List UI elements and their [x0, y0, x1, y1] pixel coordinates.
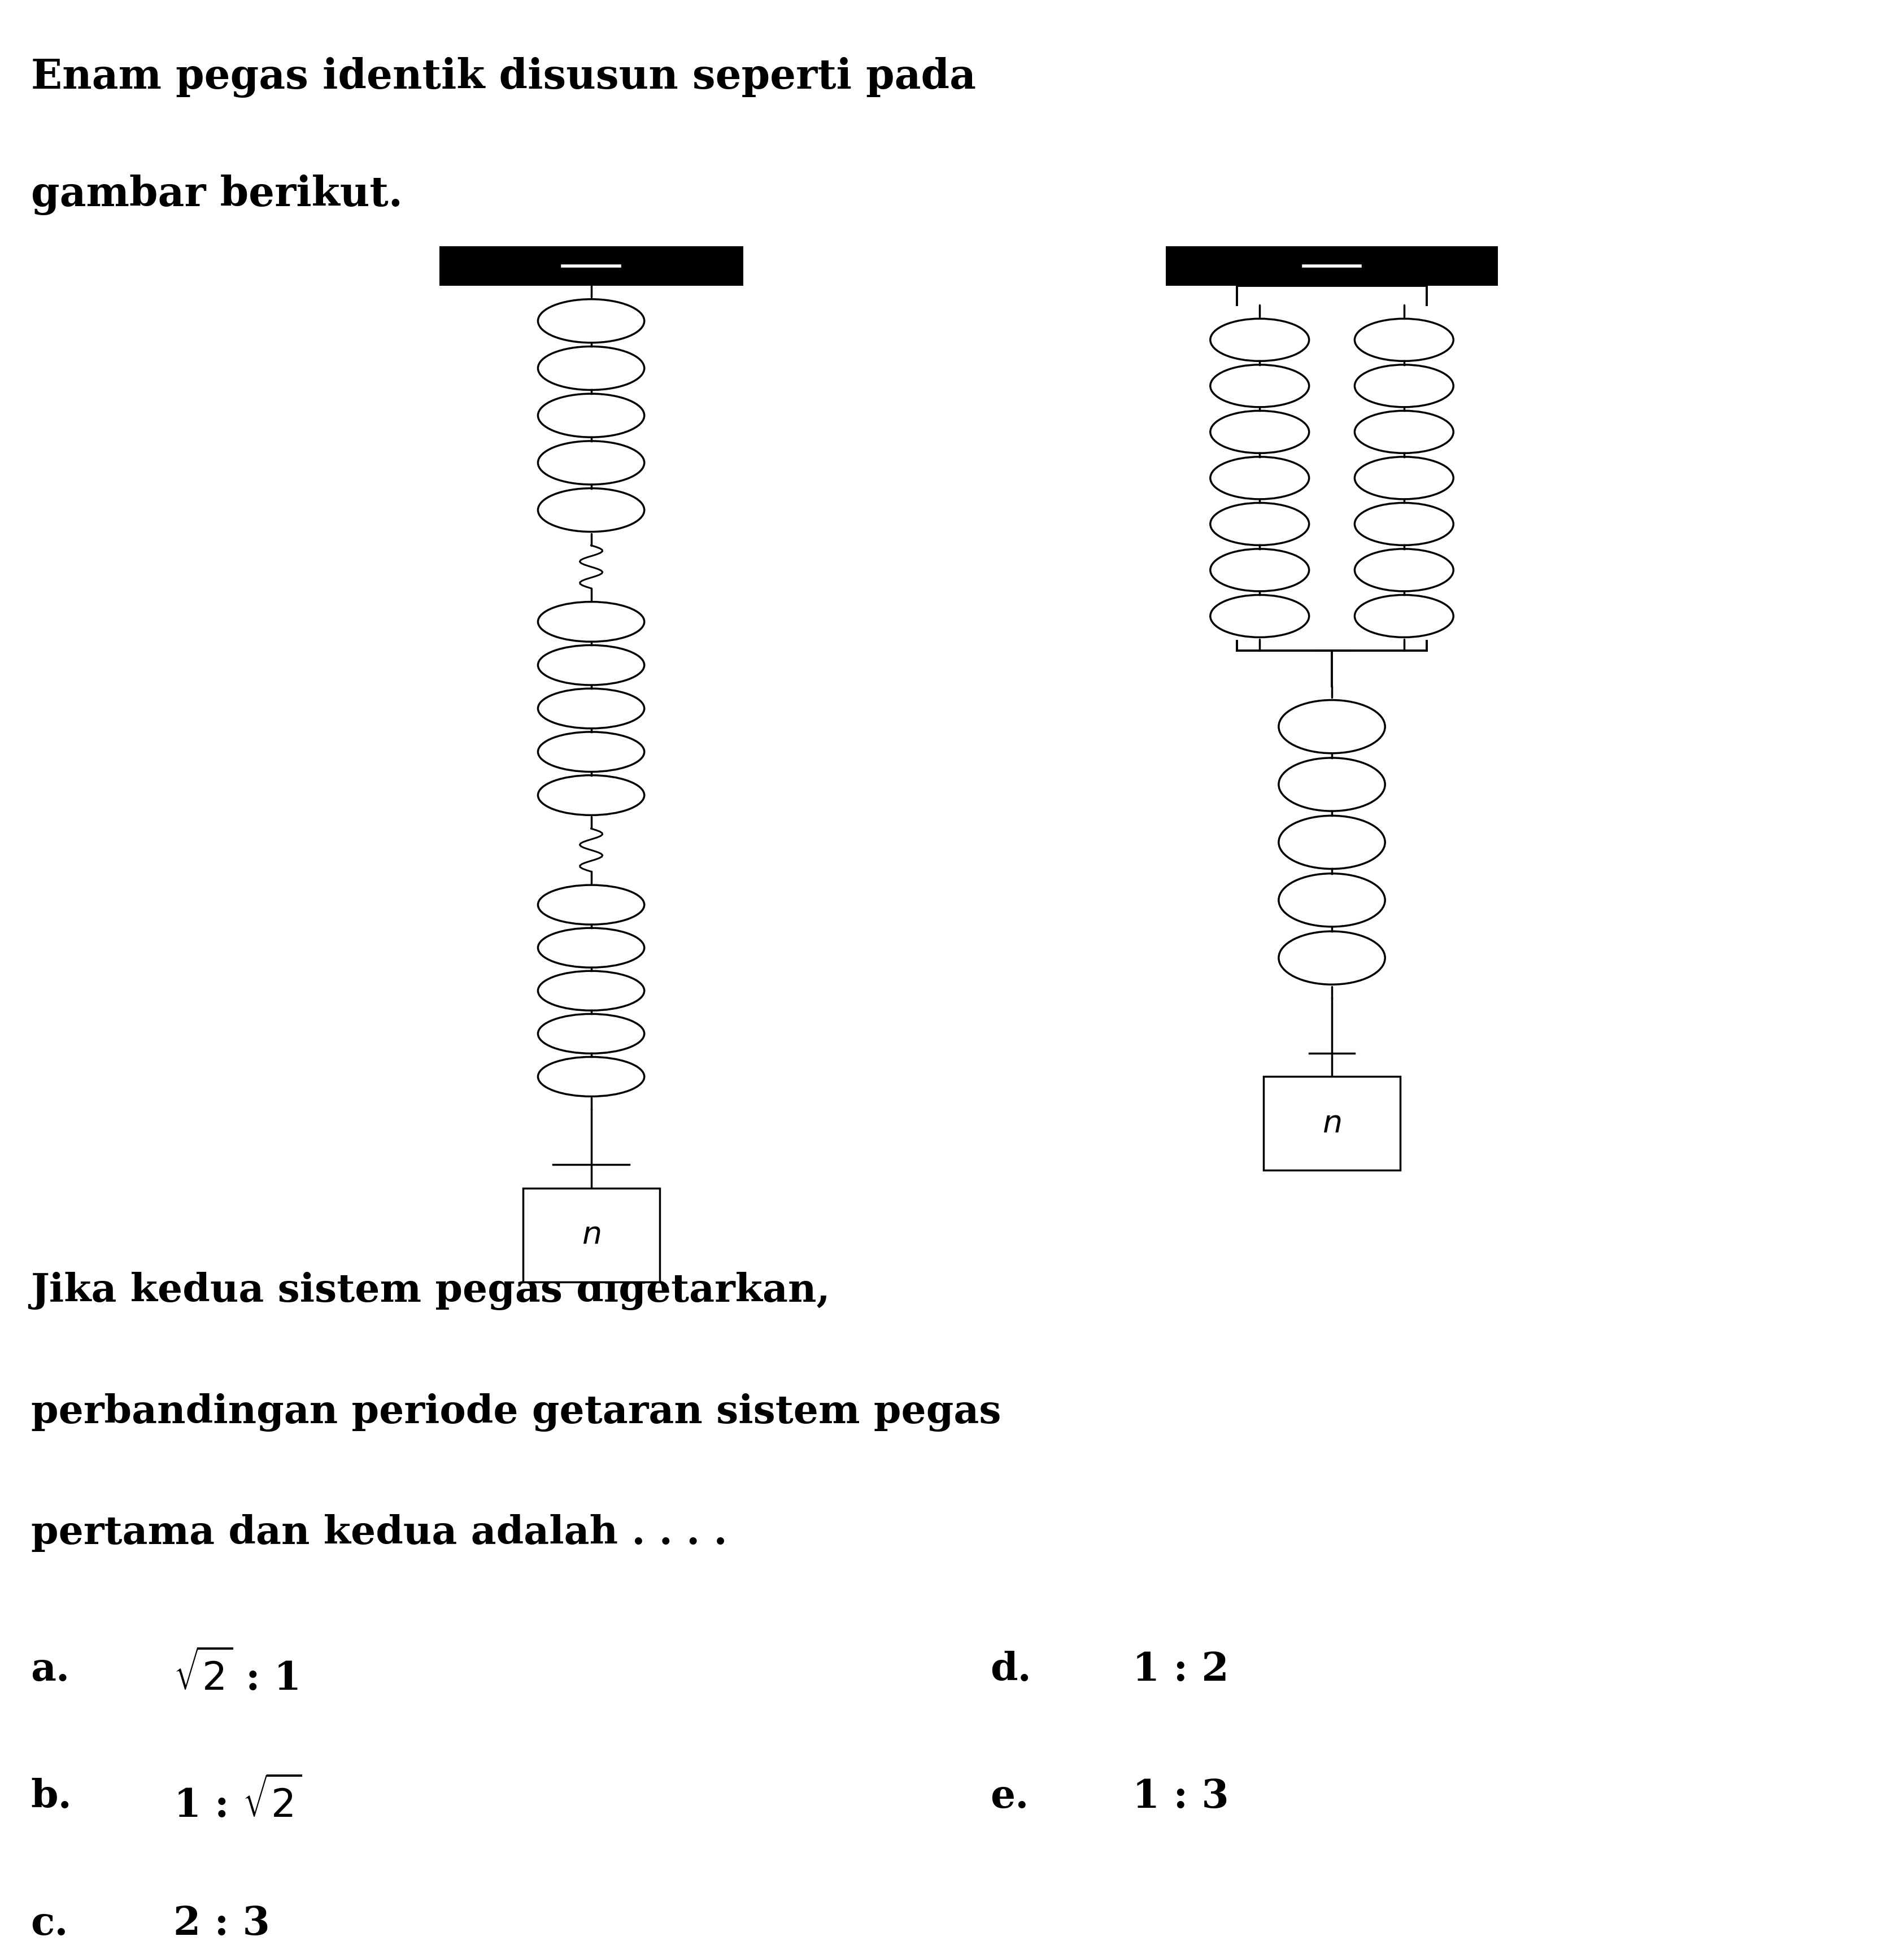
Bar — [1264, 1077, 1399, 1171]
Bar — [1165, 247, 1498, 286]
Text: gambar berikut.: gambar berikut. — [30, 174, 402, 215]
Text: $\sqrt{2}$ : 1: $\sqrt{2}$ : 1 — [173, 1651, 299, 1698]
Text: Enam pegas identik disusun seperti pada: Enam pegas identik disusun seperti pada — [30, 57, 975, 98]
Text: 2 : 3: 2 : 3 — [173, 1905, 270, 1942]
Bar — [524, 1189, 659, 1282]
Text: 1 : $\sqrt{2}$: 1 : $\sqrt{2}$ — [173, 1778, 303, 1825]
Text: d.: d. — [990, 1651, 1032, 1688]
Text: $n$: $n$ — [1323, 1108, 1340, 1140]
Text: 1 : 3: 1 : 3 — [1133, 1778, 1228, 1815]
Text: c.: c. — [30, 1905, 69, 1942]
Bar — [440, 247, 743, 286]
Text: b.: b. — [30, 1778, 72, 1815]
Text: pertama dan kedua adalah . . . .: pertama dan kedua adalah . . . . — [30, 1514, 727, 1553]
Text: perbandingan periode getaran sistem pegas: perbandingan periode getaran sistem pega… — [30, 1392, 1002, 1431]
Text: 1 : 2: 1 : 2 — [1133, 1651, 1228, 1688]
Text: a.: a. — [30, 1651, 70, 1688]
Text: e.: e. — [990, 1778, 1028, 1815]
Text: $n$: $n$ — [583, 1220, 600, 1251]
Text: Jika kedua sistem pegas digetarkan,: Jika kedua sistem pegas digetarkan, — [30, 1273, 830, 1310]
